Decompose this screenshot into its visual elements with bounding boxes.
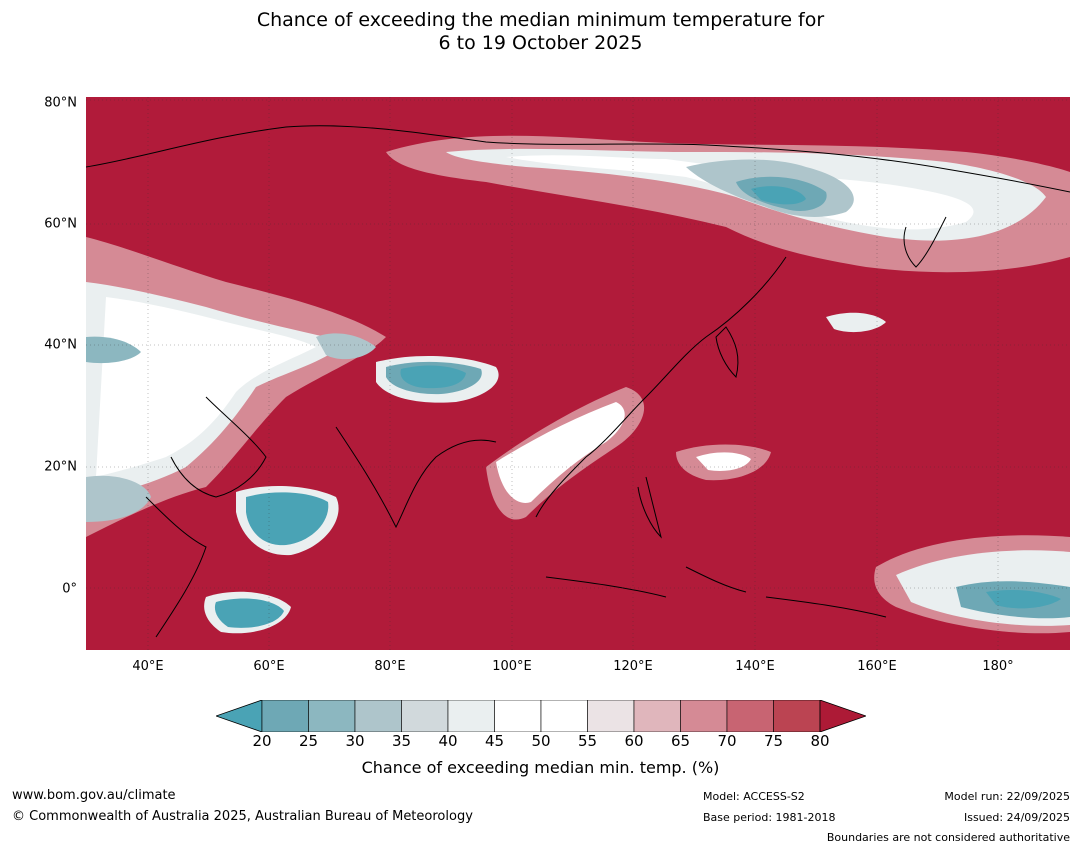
lon-label-80e: 80°E [374,659,406,674]
colorbar-tick-label: 20 [252,732,272,750]
siberia-cool-core [751,186,806,205]
colorbar-tick-label: 40 [438,732,458,750]
colorbar-tick-label: 30 [345,732,365,750]
colorbar-svg [214,699,868,733]
lat-label-60n: 60°N [44,216,77,232]
footer-disclaimer: Boundaries are not considered authoritat… [826,831,1070,844]
pacific-teal-0 [986,589,1061,609]
colorbar-segment [447,699,495,733]
colorbar-segment [773,699,821,733]
indian-ocean-teal [214,598,284,628]
footer-issued: Issued: 24/09/2025 [963,811,1070,824]
colorbar-segment [261,699,309,733]
colorbar-label: Chance of exceeding median min. temp. (%… [361,758,720,777]
colorbar-segment [401,699,449,733]
lon-label-40e: 40°E [132,659,164,674]
colorbar-tick-label: 80 [810,732,830,750]
lon-label-140e: 140°E [735,659,775,674]
lat-label-80n: 80°N [44,95,77,111]
caspian-cool [86,336,141,364]
lon-label-180: 180° [982,659,1014,674]
india-coast [335,426,497,529]
map-svg [86,97,1070,650]
west-asia-white-core [96,297,316,477]
coastlines [86,125,1070,638]
lon-label-60e: 60°E [253,659,285,674]
lon-label-100e: 100°E [492,659,532,674]
africa-coast [145,496,207,638]
lat-label-40n: 40°N [44,337,77,353]
arabia-coast [170,396,267,498]
lat-label-0: 0° [62,581,77,597]
lon-label-160e: 160°E [857,659,897,674]
colorbar-tick-label: 60 [624,732,644,750]
colorbar-tick-label: 75 [763,732,784,750]
colorbar-extend-low [214,699,263,733]
footer-copyright: © Commonwealth of Australia 2025, Austra… [12,809,473,824]
colorbar-segment [308,699,356,733]
indonesia-coast [545,566,887,618]
colorbar-tick-label: 45 [484,732,505,750]
colorbar-segment [680,699,728,733]
arabian-sea-teal [246,492,329,546]
lat-label-20n: 20°N [44,459,77,475]
east-asia-coast [535,256,787,518]
colorbar [214,699,868,733]
footer-model: Model: ACCESS-S2 [703,790,805,803]
title-line-1: Chance of exceeding the median minimum t… [256,9,825,31]
footer-model-run: Model run: 22/09/2025 [944,790,1070,803]
colorbar-tick-label: 25 [298,732,319,750]
arctic-coast [86,125,1070,193]
lon-label-120e: 120°E [613,659,653,674]
philippines-coast [637,476,662,539]
colorbar-segment [587,699,635,733]
colorbar-tick-label: 55 [577,732,598,750]
kamchatka-coast [903,216,947,268]
japan-pale [826,312,886,333]
colorbar-segment [540,699,588,733]
colorbar-tick-label: 35 [391,732,412,750]
colorbar-tick-label: 70 [717,732,737,750]
colorbar-segment [354,699,402,733]
title-line-2: 6 to 19 October 2025 [438,32,643,54]
china-white [496,402,625,503]
colorbar-tick-label: 50 [531,732,551,750]
colorbar-segment [633,699,681,733]
africa-cool [86,475,151,522]
pacific-white-20n [696,452,751,471]
central-asia-cool [316,333,376,360]
forecast-map [86,97,1070,650]
gridlines [86,97,1070,650]
footer-website: www.bom.gov.au/climate [12,788,176,803]
colorbar-segment [726,699,774,733]
colorbar-tick-label: 65 [670,732,691,750]
chart-title: Chance of exceeding the median minimum t… [0,9,1081,55]
tibet-teal [400,365,466,389]
footer-base-period: Base period: 1981-2018 [703,811,836,824]
japan-coast [715,326,739,378]
colorbar-segment [494,699,542,733]
colorbar-extend-high [819,699,868,733]
